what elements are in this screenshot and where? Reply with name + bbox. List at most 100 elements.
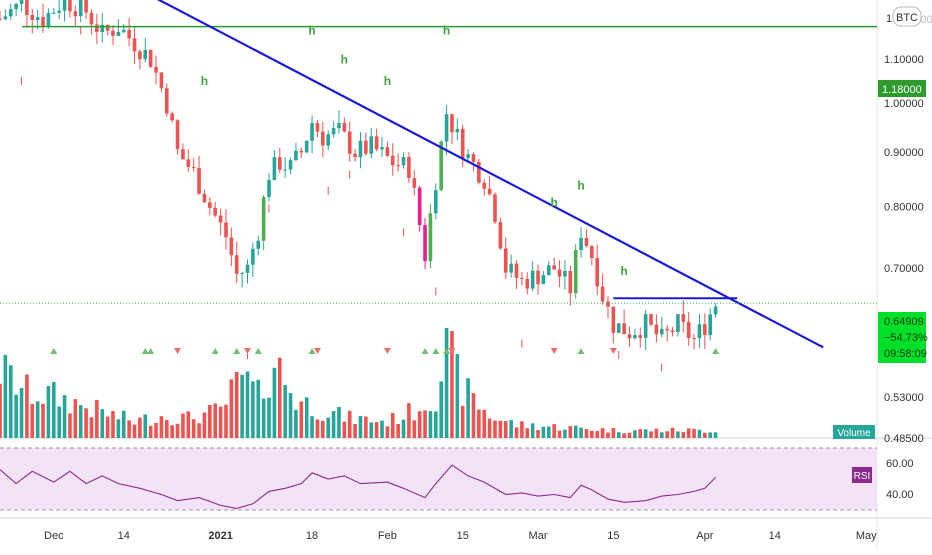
volume-bar <box>692 428 696 438</box>
candle-body <box>14 3 18 10</box>
volume-bar <box>600 428 605 438</box>
candle-body <box>245 264 250 273</box>
low-marker: l <box>20 76 22 88</box>
candle-body <box>19 0 24 4</box>
volume-bar <box>385 426 390 438</box>
candle-body <box>213 207 218 216</box>
volume-bar <box>573 425 578 438</box>
candle-body <box>514 263 519 278</box>
price-change-percent: −54.73% <box>884 332 928 344</box>
candle-body <box>477 161 481 183</box>
buy-signal-icon <box>421 348 429 354</box>
volume-bar <box>159 416 164 438</box>
volume-bar <box>208 404 212 438</box>
volume-bar <box>294 409 298 438</box>
low-marker: l <box>268 203 270 215</box>
volume-bar <box>380 420 384 438</box>
time-tick-label: 14 <box>769 530 781 542</box>
candle-body <box>509 263 513 273</box>
sell-signal-icon <box>383 348 391 354</box>
low-marker: l <box>327 186 329 198</box>
candle-body <box>0 18 2 20</box>
rsi-tick-lower: 40.00 <box>886 489 914 501</box>
candle-body <box>229 237 234 256</box>
candle-body <box>466 154 470 159</box>
candle-body <box>654 324 659 335</box>
candle-body <box>530 270 535 289</box>
buy-signal-icon <box>308 348 316 354</box>
volume-bar <box>148 425 153 438</box>
volume-bar <box>261 398 266 438</box>
candle-body <box>315 123 320 132</box>
volume-bar <box>0 383 2 438</box>
volume-bar <box>514 427 519 438</box>
volume-bar <box>132 424 137 438</box>
candle-body <box>697 324 702 339</box>
candle-body <box>321 131 325 146</box>
volume-bar <box>546 426 551 438</box>
candle-body <box>105 24 110 31</box>
candle-body <box>240 272 244 274</box>
volume-bar <box>703 432 707 438</box>
candle-body <box>520 277 524 279</box>
buy-signal-icon <box>211 348 219 354</box>
drawings[interactable] <box>0 0 877 349</box>
candle-body <box>326 134 331 146</box>
volume-bar <box>25 374 29 438</box>
candle-body <box>498 222 503 249</box>
high-marker: h <box>443 24 450 38</box>
candle-body <box>428 213 433 262</box>
volume-bar <box>19 387 24 438</box>
candle-body <box>62 0 67 11</box>
volume-bar <box>686 428 691 438</box>
price-scale[interactable]: 1.100001.000000.900000.800000.700000.580… <box>884 14 932 445</box>
volume-bar <box>482 409 487 438</box>
time-axis[interactable]: Dec 14 2021 18 Feb 15 Mar 15 Apr 14 May <box>44 530 877 542</box>
resistance-price-label: 1.18000 <box>882 84 922 96</box>
volume-bar <box>611 428 616 438</box>
resistance-price-badge <box>878 80 926 97</box>
currency-badge[interactable] <box>892 6 922 27</box>
candle-body <box>703 324 707 336</box>
candle-body <box>132 38 137 52</box>
candle-body <box>536 270 540 285</box>
candle-body <box>191 167 196 169</box>
candle-body <box>218 215 223 223</box>
candle-body <box>138 51 142 60</box>
candle-body <box>638 335 643 338</box>
volume-bar <box>595 431 600 438</box>
buy-signal-icon <box>141 348 149 354</box>
candle-body <box>713 306 718 315</box>
candle-body <box>450 114 454 133</box>
candle-body <box>423 225 427 262</box>
low-marker: l <box>618 350 620 362</box>
volume-bar <box>62 395 67 438</box>
volume-bar <box>584 429 589 438</box>
low-marker: l <box>661 362 663 374</box>
candle-body <box>563 270 567 277</box>
candle-body <box>471 154 476 162</box>
time-tick-label: 15 <box>457 530 469 542</box>
candle-body <box>434 190 438 214</box>
volume-bar <box>116 419 121 438</box>
candle-body <box>337 122 341 129</box>
volume-bar <box>428 411 433 438</box>
candle-body <box>439 141 443 191</box>
volume-bar <box>579 427 583 438</box>
sell-signal-icon <box>609 348 617 354</box>
volume-bar <box>407 403 411 438</box>
candle-body <box>8 9 13 17</box>
volume-bar <box>654 428 659 438</box>
candle-body <box>665 328 669 331</box>
candle-body <box>390 155 395 166</box>
buy-signal-icon <box>577 348 585 354</box>
candle-body <box>57 10 61 13</box>
candle-body <box>692 338 696 340</box>
volume-bar <box>170 425 174 438</box>
descending-trendline <box>156 0 824 349</box>
candle-body <box>568 270 573 294</box>
candle-body <box>525 278 530 289</box>
buy-signal-icon <box>147 348 155 354</box>
